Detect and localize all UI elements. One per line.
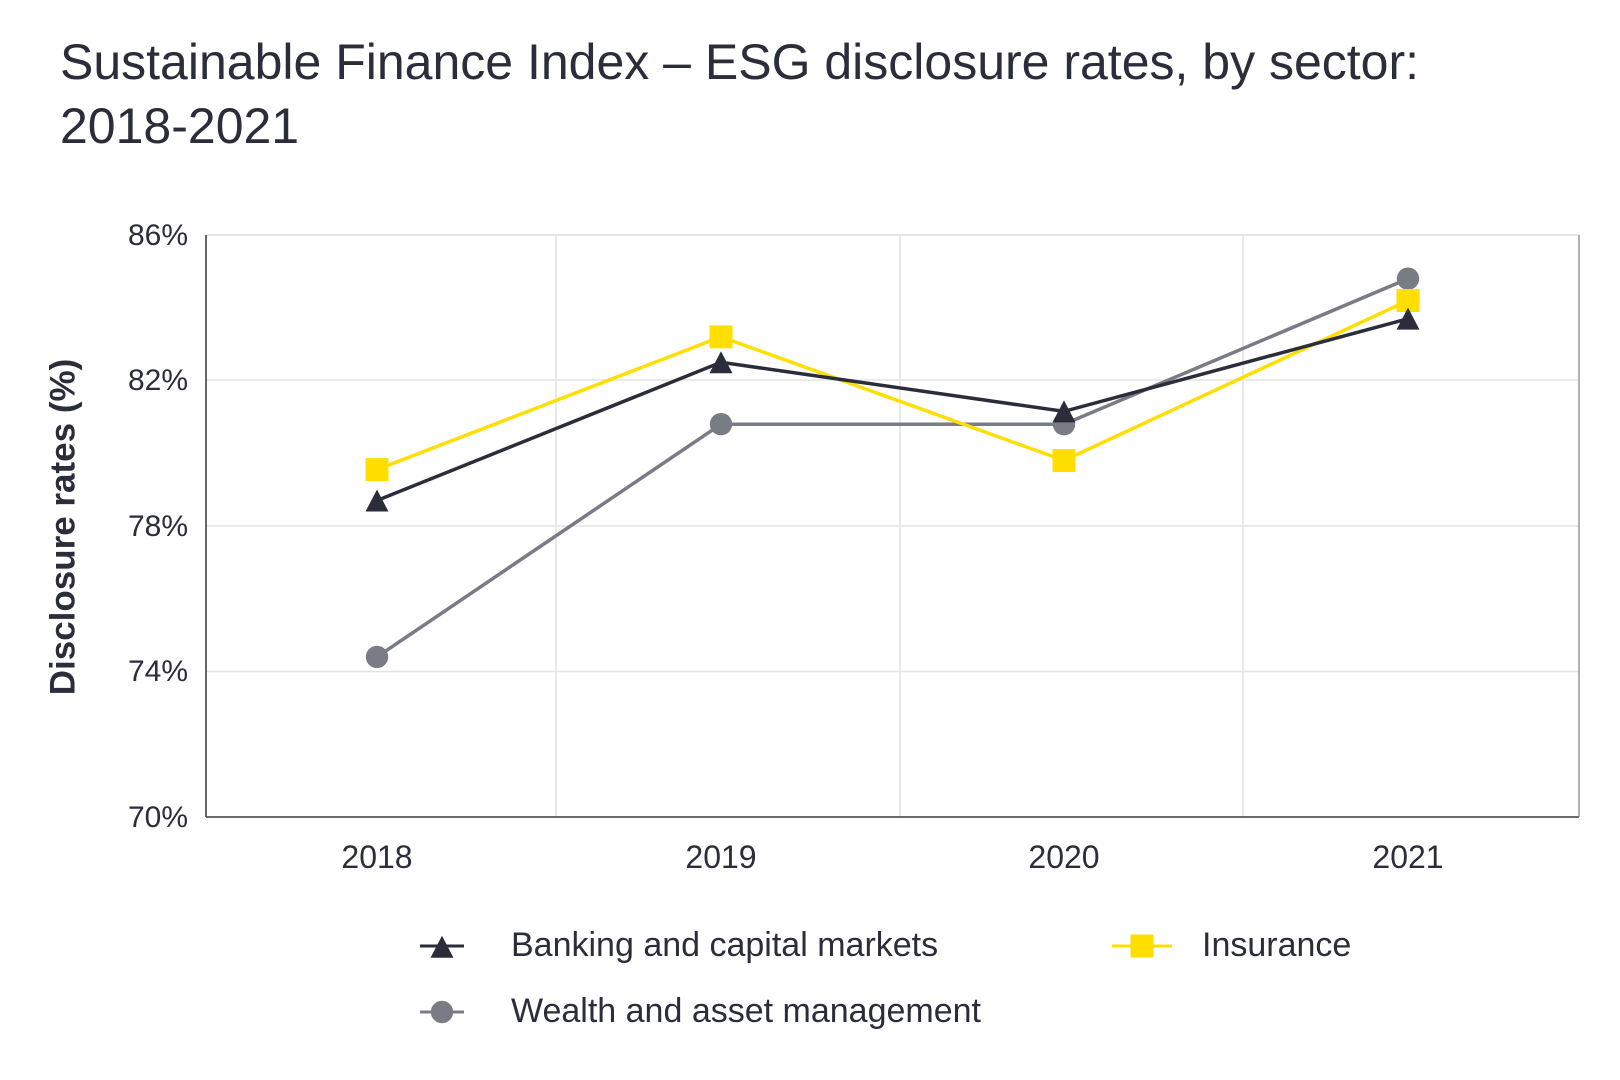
- svg-text:Banking and capital markets: Banking and capital markets: [511, 926, 938, 964]
- svg-text:2019: 2019: [685, 839, 756, 875]
- svg-text:2020: 2020: [1028, 839, 1099, 875]
- svg-text:86%: 86%: [128, 219, 188, 252]
- svg-text:82%: 82%: [128, 364, 188, 397]
- svg-text:74%: 74%: [128, 655, 188, 688]
- svg-text:Insurance: Insurance: [1202, 926, 1351, 964]
- svg-text:Wealth and asset management: Wealth and asset management: [511, 992, 982, 1030]
- svg-text:2021: 2021: [1372, 839, 1443, 875]
- svg-text:70%: 70%: [128, 801, 188, 834]
- svg-text:2018: 2018: [341, 839, 412, 875]
- svg-text:78%: 78%: [128, 510, 188, 543]
